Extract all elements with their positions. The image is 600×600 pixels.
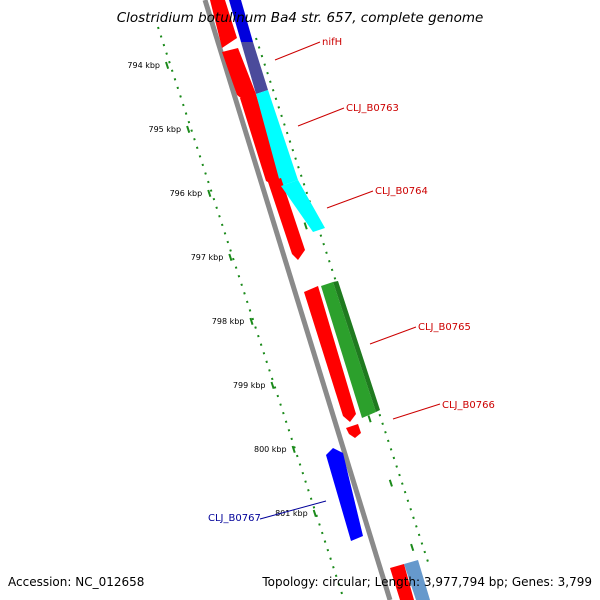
cog-fragment-top-blue (229, 0, 253, 42)
leader-line-CLJ_B0767 (259, 500, 327, 520)
kbp-tick-label: 794 kbp (127, 61, 160, 70)
genome-summary-text: Topology: circular; Length: 3,977,794 bp… (261, 575, 592, 589)
kbp-tick-label: 795 kbp (148, 125, 181, 134)
gene-label-CLJ_B0764: CLJ_B0764 (326, 186, 428, 209)
gene-arrow-nifH (222, 48, 256, 102)
gene-arrow-CLJ_B0764 (268, 178, 305, 260)
genome-title: Clostridium botulinum Ba4 str. 657, comp… (117, 10, 484, 26)
gene-arrow-CLJ_B0766 (346, 424, 361, 438)
genome-backbone (202, 0, 393, 600)
outer-tick-mark (303, 222, 308, 230)
gene-label-CLJ_B0766: CLJ_B0766 (392, 400, 495, 420)
cog-fragment-bottom-blue (404, 560, 430, 600)
leader-line-CLJ_B0766 (392, 403, 441, 420)
kbp-tick-label: 796 kbp (170, 189, 203, 198)
kbp-tick-label: 798 kbp (212, 317, 245, 326)
gene-label-CLJ_B0764-text: CLJ_B0764 (375, 186, 428, 197)
gene-arrow-CLJ_B0765 (304, 286, 356, 422)
outer-tick-mark (410, 543, 415, 552)
leader-line-nifH (274, 41, 321, 61)
gene-arrow-CLJ_B0763 (240, 94, 281, 186)
cog-block-CLJ_B0764 (281, 180, 325, 232)
leader-line-CLJ_B0765 (369, 326, 417, 345)
inner-tick-mark (270, 381, 275, 389)
inner-tick-mark (291, 445, 296, 453)
inner-tick-mark (165, 61, 170, 69)
inner-tick-mark (312, 509, 317, 517)
gene-label-CLJ_B0763: CLJ_B0763 (297, 103, 399, 127)
gene-label-CLJ_B0765: CLJ_B0765 (369, 322, 471, 345)
gene-label-CLJ_B0763-text: CLJ_B0763 (346, 103, 399, 114)
gene-arrow-CLJ_B0767 (326, 448, 363, 541)
inner-tick-mark (228, 253, 233, 261)
inner-tick-mark (207, 189, 212, 197)
gene-fragment-top-red (210, 0, 237, 48)
cog-block-CLJ_B0765-shade (333, 281, 380, 412)
kbp-tick-label: 799 kbp (233, 381, 266, 390)
cog-block-CLJ_B0763 (256, 90, 298, 186)
leader-line-CLJ_B0763 (297, 107, 345, 127)
gene-label-CLJ_B0767: CLJ_B0767 (208, 500, 327, 524)
gene-fragment-bottom-red (390, 564, 414, 600)
accession-text: Accession: NC_012658 (8, 575, 144, 589)
cog-block-CLJ_B0765 (321, 282, 376, 418)
inner-tick-mark (186, 125, 191, 133)
kbp-tick-label: 800 kbp (254, 445, 287, 454)
outer-tick-mark (367, 415, 372, 423)
kbp-tick-label: 797 kbp (191, 253, 224, 262)
leader-line-CLJ_B0764 (326, 190, 374, 209)
gene-label-nifH: nifH (274, 37, 342, 61)
inner-tick-mark (249, 317, 254, 325)
kbp-tick-label: 801 kbp (275, 509, 308, 518)
cog-block-nifH (241, 42, 268, 94)
inner-dotted-ruler (157, 26, 345, 600)
gene-label-CLJ_B0767-text: CLJ_B0767 (208, 513, 261, 524)
gene-label-CLJ_B0765-text: CLJ_B0765 (418, 322, 471, 333)
gene-label-CLJ_B0766-text: CLJ_B0766 (442, 400, 495, 411)
gene-label-nifH-text: nifH (322, 37, 342, 48)
outer-tick-mark (388, 479, 393, 487)
